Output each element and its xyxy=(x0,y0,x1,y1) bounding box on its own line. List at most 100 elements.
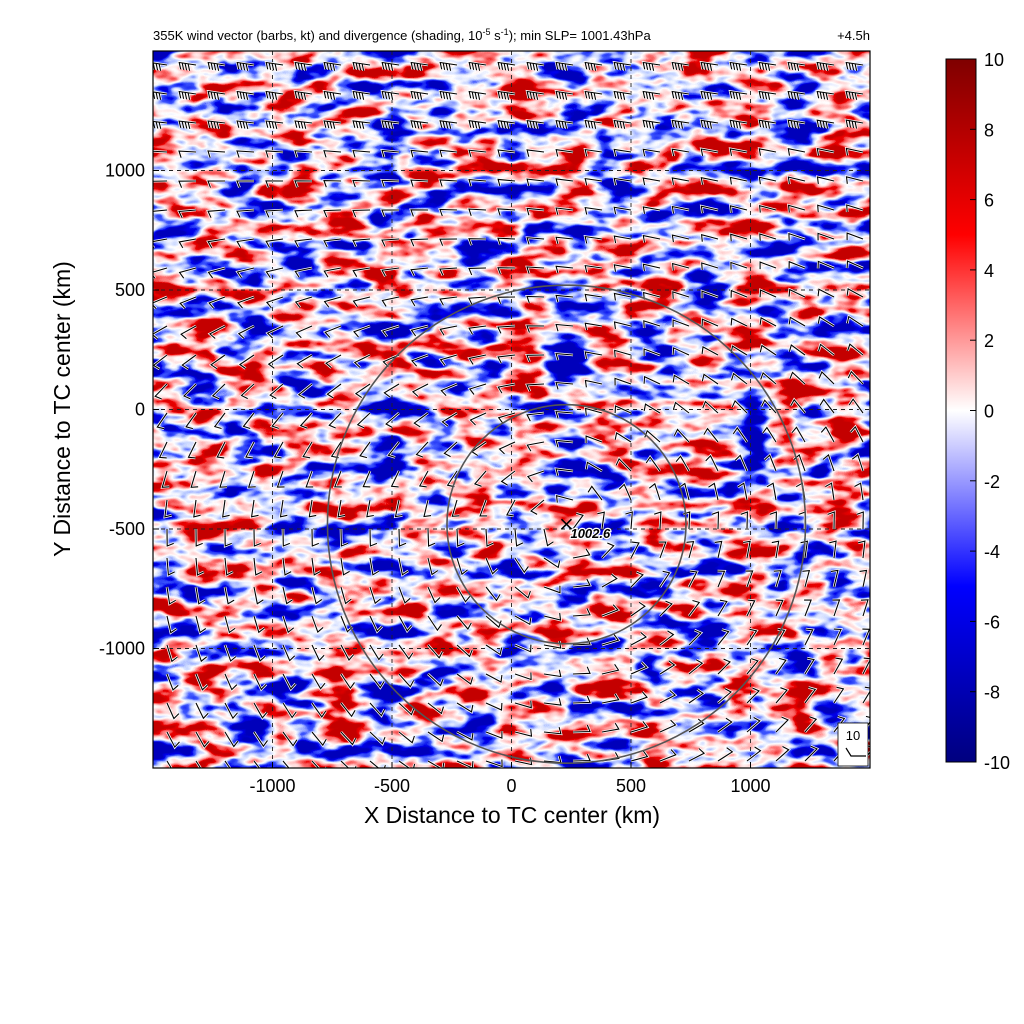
wind-barb xyxy=(833,657,844,675)
wind-barb xyxy=(526,237,545,245)
wind-barb xyxy=(688,599,701,617)
wind-barb xyxy=(630,631,647,646)
wind-barb xyxy=(183,383,197,400)
colorbar-tick-label: -2 xyxy=(984,472,1000,492)
wind-barb xyxy=(678,482,690,501)
wind-barb xyxy=(485,586,501,602)
wind-barb xyxy=(340,702,356,718)
wind-barb xyxy=(672,347,690,356)
wind-barb xyxy=(497,296,516,305)
wind-barb xyxy=(179,296,197,309)
wind-barb xyxy=(630,571,644,588)
wind-barb xyxy=(247,470,256,488)
wind-barb xyxy=(443,441,458,458)
wind-barb xyxy=(759,289,777,298)
wind-barb xyxy=(758,176,777,185)
wind-barb xyxy=(659,660,676,675)
wind-barb xyxy=(703,427,719,443)
wind-barb xyxy=(613,61,632,71)
wind-barb xyxy=(766,482,777,501)
wind-barb xyxy=(543,669,562,678)
wind-barb xyxy=(208,325,226,339)
wind-barb xyxy=(543,698,562,706)
wind-barb xyxy=(340,557,350,576)
wind-barb xyxy=(265,120,284,130)
wind-barb xyxy=(473,470,487,487)
wind-barb xyxy=(398,557,409,576)
wind-barb xyxy=(497,237,516,246)
wind-barb xyxy=(618,483,632,501)
wind-barb xyxy=(398,731,415,744)
wind-barb xyxy=(265,180,284,188)
wind-barb xyxy=(787,119,806,129)
wind-barb xyxy=(439,179,458,187)
wind-barb xyxy=(398,702,415,716)
wind-barb xyxy=(787,176,806,185)
wind-barb xyxy=(340,644,355,661)
wind-barb xyxy=(514,586,531,599)
wind-barb xyxy=(615,457,632,472)
wind-barb xyxy=(613,349,632,358)
wind-barb xyxy=(601,722,620,733)
wind-barb xyxy=(688,748,706,762)
wind-barb xyxy=(761,399,777,414)
wind-barb xyxy=(584,235,603,244)
wind-barb xyxy=(601,542,615,559)
wind-barb xyxy=(456,760,474,768)
wind-barb xyxy=(427,673,444,687)
wind-barb xyxy=(729,205,748,213)
wind-barb xyxy=(671,148,690,157)
x-tick-label: -500 xyxy=(374,776,410,796)
wind-barb xyxy=(555,236,574,245)
wind-barb xyxy=(740,511,748,530)
wind-barb xyxy=(207,61,226,71)
wind-barb xyxy=(236,150,255,158)
wind-barb xyxy=(555,439,574,448)
wind-barb xyxy=(195,528,203,547)
wind-barb xyxy=(688,718,705,733)
wind-barb xyxy=(572,724,591,733)
wind-barb xyxy=(381,90,400,100)
wind-barb xyxy=(485,759,503,768)
wind-barb xyxy=(178,120,197,130)
wind-barb xyxy=(526,149,545,157)
wind-barb xyxy=(427,528,436,547)
colorbar-tick-label: -10 xyxy=(984,753,1010,773)
wind-barb xyxy=(846,232,864,241)
wind-barb xyxy=(642,119,661,129)
wind-barb xyxy=(758,204,777,213)
x-axis-label: X Distance to TC center (km) xyxy=(364,802,660,828)
colorbar-tick-label: 8 xyxy=(984,120,994,140)
wind-barb xyxy=(584,177,603,186)
wind-barb xyxy=(745,570,754,588)
wind-barb xyxy=(213,412,226,430)
wind-barb xyxy=(514,729,533,737)
wind-barb xyxy=(498,441,516,455)
wind-barb xyxy=(701,262,719,271)
wind-barb xyxy=(572,512,584,530)
wind-barb xyxy=(294,90,313,100)
wind-barb xyxy=(746,746,762,762)
wind-barb xyxy=(265,150,284,158)
wind-barb xyxy=(642,263,661,272)
wind-barb xyxy=(688,688,704,704)
wind-barb xyxy=(645,456,661,472)
barb-key-symbol xyxy=(845,747,866,757)
wind-barb xyxy=(846,204,864,213)
colorbar-tick-label: 2 xyxy=(984,331,994,351)
wind-barb xyxy=(413,412,429,428)
wind-barb xyxy=(294,150,313,158)
wind-barb xyxy=(729,61,748,71)
wind-barbs xyxy=(153,60,870,768)
wind-barb xyxy=(398,615,413,632)
wind-barb xyxy=(166,760,172,768)
wind-barb xyxy=(352,179,371,188)
x-tick-label: 500 xyxy=(616,776,646,796)
wind-barb xyxy=(166,673,179,691)
wind-barb xyxy=(311,673,326,690)
wind-barb xyxy=(614,405,632,414)
wind-barb xyxy=(775,628,786,646)
wind-barb xyxy=(485,644,503,656)
wind-barb xyxy=(572,637,591,646)
wind-barb xyxy=(771,540,780,559)
